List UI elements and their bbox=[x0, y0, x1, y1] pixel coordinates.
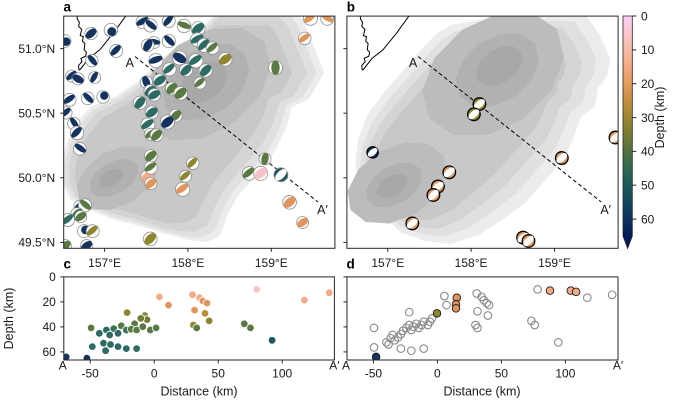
svg-text:100: 100 bbox=[272, 367, 292, 381]
svg-text:0: 0 bbox=[434, 367, 441, 381]
svg-text:50: 50 bbox=[212, 367, 226, 381]
svg-text:157°E: 157°E bbox=[371, 256, 404, 270]
svg-text:50.5°N: 50.5°N bbox=[18, 107, 55, 121]
svg-text:A: A bbox=[59, 359, 67, 373]
svg-text:A′: A′ bbox=[317, 203, 328, 217]
svg-text:A′: A′ bbox=[613, 359, 624, 373]
svg-text:60: 60 bbox=[641, 212, 655, 226]
svg-text:159°E: 159°E bbox=[538, 256, 571, 270]
svg-text:100: 100 bbox=[555, 367, 575, 381]
svg-text:0: 0 bbox=[641, 9, 648, 23]
svg-text:40: 40 bbox=[641, 145, 655, 159]
svg-text:0: 0 bbox=[49, 270, 56, 284]
svg-text:b: b bbox=[347, 0, 355, 15]
svg-text:A: A bbox=[126, 56, 135, 70]
svg-text:50: 50 bbox=[495, 367, 509, 381]
svg-text:A′: A′ bbox=[329, 359, 340, 373]
svg-text:60: 60 bbox=[42, 345, 56, 359]
svg-text:A′: A′ bbox=[600, 203, 611, 217]
svg-text:30: 30 bbox=[641, 111, 655, 125]
svg-text:50: 50 bbox=[641, 179, 655, 193]
svg-text:A: A bbox=[409, 56, 418, 70]
svg-text:-50: -50 bbox=[82, 367, 100, 381]
svg-text:158°E: 158°E bbox=[171, 256, 204, 270]
svg-text:157°E: 157°E bbox=[88, 256, 121, 270]
svg-text:50.0°N: 50.0°N bbox=[18, 171, 55, 185]
svg-text:158°E: 158°E bbox=[455, 256, 488, 270]
svg-text:20: 20 bbox=[42, 295, 56, 309]
svg-text:Distance (km): Distance (km) bbox=[160, 385, 237, 399]
svg-text:d: d bbox=[347, 257, 355, 272]
svg-text:159°E: 159°E bbox=[255, 256, 288, 270]
svg-text:20: 20 bbox=[641, 77, 655, 91]
svg-text:-50: -50 bbox=[365, 367, 383, 381]
svg-text:Depth (km): Depth (km) bbox=[2, 288, 16, 350]
svg-text:10: 10 bbox=[641, 43, 655, 57]
svg-text:c: c bbox=[64, 257, 72, 272]
svg-text:49.5°N: 49.5°N bbox=[18, 236, 55, 250]
svg-text:0: 0 bbox=[151, 367, 158, 381]
svg-text:40: 40 bbox=[42, 320, 56, 334]
svg-text:Distance (km): Distance (km) bbox=[443, 385, 520, 399]
svg-text:Depth (km): Depth (km) bbox=[653, 87, 667, 149]
svg-text:a: a bbox=[64, 0, 72, 15]
svg-text:51.0°N: 51.0°N bbox=[18, 42, 55, 56]
svg-text:A: A bbox=[342, 359, 350, 373]
